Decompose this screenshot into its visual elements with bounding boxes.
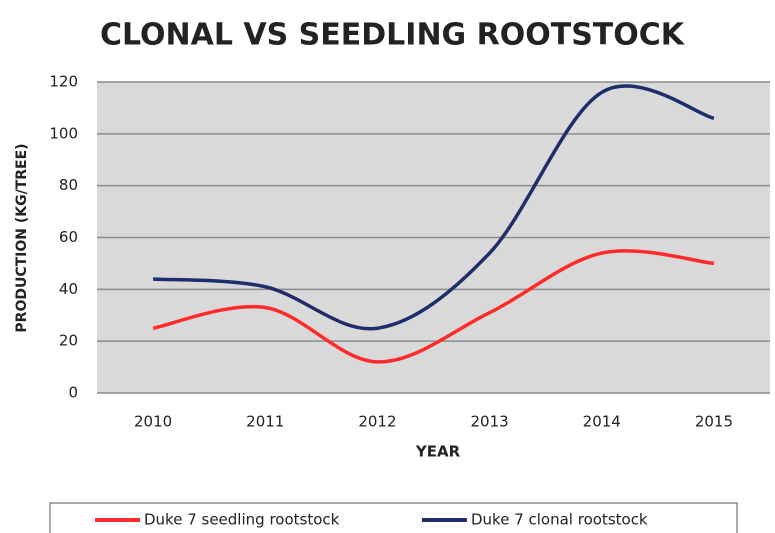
- x-tick-label: 2012: [358, 413, 396, 431]
- chart-title: CLONAL VS SEEDLING ROOTSTOCK: [100, 18, 686, 53]
- x-tick-label: 2013: [470, 413, 508, 431]
- legend-box: [49, 502, 738, 533]
- legend-label: Duke 7 clonal rootstock: [471, 511, 648, 529]
- x-tick-label: 2011: [246, 413, 284, 431]
- line-series: [152, 84, 715, 331]
- legend-label: Duke 7 seedling rootstock: [144, 511, 340, 529]
- x-tick-label: 2010: [134, 413, 172, 431]
- y-tick-label: 100: [49, 124, 78, 142]
- y-axis-label: PRODUCTION (KG/TREE): [14, 143, 30, 332]
- y-tick-label: 0: [68, 384, 78, 402]
- x-tick-label: 2014: [583, 413, 621, 431]
- y-tick-label: 20: [59, 332, 78, 350]
- y-tick-label: 120: [49, 73, 78, 91]
- x-axis-label: YEAR: [415, 443, 461, 461]
- y-tick-label: 40: [59, 280, 78, 298]
- y-tick-label: 60: [59, 228, 78, 246]
- x-tick-label: 2015: [695, 413, 733, 431]
- line-series: [152, 249, 715, 364]
- y-tick-label: 80: [59, 176, 78, 194]
